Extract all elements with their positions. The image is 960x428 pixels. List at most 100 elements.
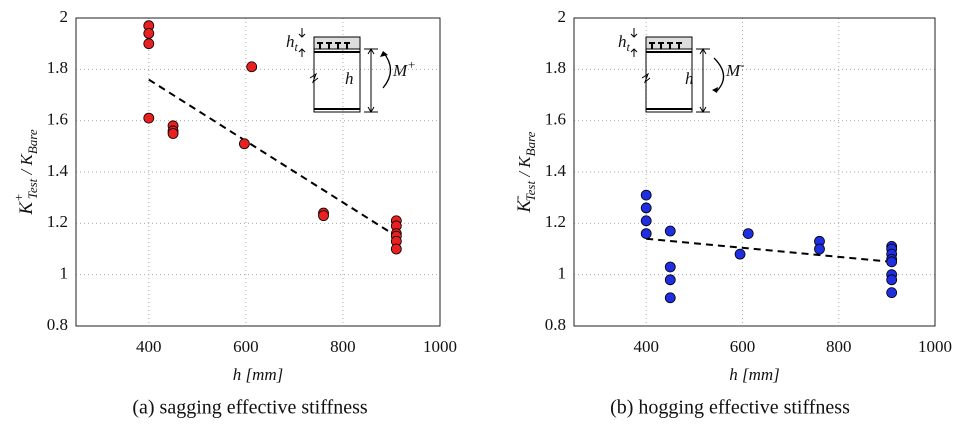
data-point [239,138,250,150]
stud [335,42,341,49]
x-tick-label: 600 [730,337,756,356]
y-tick-label: 0.8 [47,315,68,334]
y-label-part: Bare [523,131,538,156]
y-tick-label: 1 [60,264,69,283]
inset-label: M+ [392,57,416,80]
stud [317,42,323,49]
x-tick-label: 600 [233,337,259,356]
inset-label: h [685,69,694,88]
inset-label: - [740,57,744,72]
data-point [640,202,652,214]
y-tick-label: 1.4 [47,161,69,180]
stud [649,42,655,49]
moment-arrow [713,57,725,93]
data-point [318,210,329,222]
y-tick-label: 1.8 [545,58,566,77]
inset-label: h [286,32,295,51]
arrow-head [380,51,388,57]
inset-label: h [618,32,627,51]
y-tick-label: 1.2 [47,212,68,231]
caption: (a) sagging effective stiffness [132,397,368,419]
x-tick-label: 800 [330,337,356,356]
x-tick-label: 800 [826,337,852,356]
data-point [640,215,652,227]
y-tick-label: 1 [558,264,567,283]
inset-label: t [627,40,631,54]
stud [326,42,332,49]
inset-diagram: hth M+ [286,28,416,113]
arrow-head [712,87,718,93]
y-label-part: / [17,165,36,178]
stud [667,42,673,49]
h-dim [364,48,378,113]
plot-frame [75,17,441,327]
moment-arrow [382,51,392,89]
x-axis-label: h [mm] [233,365,284,384]
x-tick-label: 1000 [423,337,457,356]
y-tick-label: 1.4 [545,161,567,180]
trend-line [148,78,397,238]
stud [344,42,350,49]
y-label-part: K [515,155,534,169]
trend-line [646,237,892,263]
data-point [640,189,652,201]
data-point [664,261,676,273]
y-label-part: Test [523,181,538,202]
inset-label: M- [725,57,745,80]
y-tick-label: 0.8 [545,315,566,334]
break [641,72,651,84]
y-axis-label: K+Test / KBare [11,129,40,216]
data-point [143,38,155,50]
y-tick-label: 1.2 [545,212,566,231]
inset-label: t [295,40,299,54]
inset-label: M [725,61,741,80]
data-point [734,248,746,260]
y-axis-label: K-Test / KBare [509,131,538,213]
x-tick-label: 400 [633,337,659,356]
y-label-part: Bare [25,129,40,154]
stud [658,42,664,49]
h-dim [696,48,710,113]
data-point [143,28,155,39]
plot-frame [573,17,936,327]
inset-label: M [392,61,408,80]
data-point [886,274,898,286]
y-label-part: / [515,168,534,181]
ht-dim [298,28,306,57]
data-point [664,225,676,237]
y-tick-label: 2 [60,7,69,26]
data-point [742,228,754,240]
data-point [640,228,652,240]
y-tick-label: 1.8 [47,58,68,77]
break [309,72,319,84]
inset-diagram: hth M- [618,28,745,113]
x-tick-label: 400 [136,337,162,356]
data-point [886,256,898,268]
y-tick-label: 1.6 [47,110,68,129]
caption: (b) hogging effective stiffness [610,397,850,419]
inset-label: ht [618,32,631,54]
y-label-part: K [17,152,36,166]
y-label-part: K [16,201,37,216]
data-point [664,292,676,304]
y-tick-label: 1.6 [545,110,566,129]
data-point [814,243,825,255]
stud [676,42,682,49]
data-point [167,128,179,139]
data-point [143,112,155,124]
y-label-part: Test [25,178,40,199]
data-point [886,287,898,299]
x-axis-label: h [mm] [729,365,780,384]
y-label-part: K [514,198,535,213]
y-label-part: - [509,195,524,199]
data-point [246,61,258,73]
ht-dim [630,28,638,57]
inset-label: + [407,57,416,72]
x-tick-label: 1000 [918,337,952,356]
inset-label: h [345,69,354,88]
data-point [390,243,402,255]
y-tick-label: 2 [558,7,567,26]
inset-label: ht [286,32,299,54]
y-label-part: + [11,193,26,202]
